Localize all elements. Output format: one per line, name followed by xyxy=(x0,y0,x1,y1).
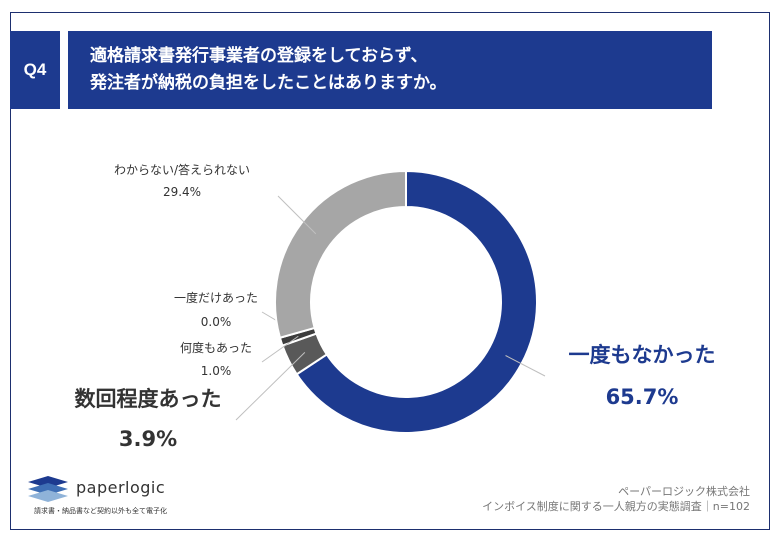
donut-slice xyxy=(274,169,407,339)
leader-line xyxy=(235,351,306,421)
footer-company: ペーパーロジック株式会社 xyxy=(618,485,750,498)
slice-value-label: 65.7% xyxy=(606,385,679,409)
leader-line xyxy=(505,355,546,377)
footer-survey: インボイス制度に関する一人親方の実態調査｜n=102 xyxy=(482,500,750,513)
slice-label: 何度もあった xyxy=(180,340,252,355)
slice-label: わからない/答えられない xyxy=(114,162,250,177)
question-line-1: 適格請求書発行事業者の登録をしておらず、 xyxy=(90,46,428,66)
leader-line xyxy=(277,195,317,235)
slice-label: 一度もなかった xyxy=(569,343,716,367)
paperlogic-logo: paperlogic 請求書・納品書など契約以外も全て電子化 xyxy=(24,474,204,522)
logo-mark-icon xyxy=(28,476,68,502)
logo-wordmark: paperlogic xyxy=(76,478,166,497)
slice-value-label: 1.0% xyxy=(201,364,232,378)
slice-label: 数回程度あった xyxy=(75,387,222,411)
leader-line xyxy=(261,335,299,363)
slice-label: 一度だけあった xyxy=(174,290,258,305)
logo-tagline: 請求書・納品書など契約以外も全て電子化 xyxy=(34,507,167,515)
donut-slice xyxy=(295,169,538,434)
footer-source: ペーパーロジック株式会社 インボイス制度に関する一人親方の実態調査｜n=102 xyxy=(482,484,750,514)
slice-value-label: 0.0% xyxy=(201,315,232,329)
slice-value-label: 3.9% xyxy=(119,427,177,451)
question-title: 適格請求書発行事業者の登録をしておらず、 発注者が納税の負担をしたことはあります… xyxy=(68,31,712,109)
question-badge: Q4 xyxy=(10,31,60,109)
question-line-2: 発注者が納税の負担をしたことはありますか。 xyxy=(90,73,447,93)
slice-value-label: 29.4% xyxy=(163,185,201,199)
